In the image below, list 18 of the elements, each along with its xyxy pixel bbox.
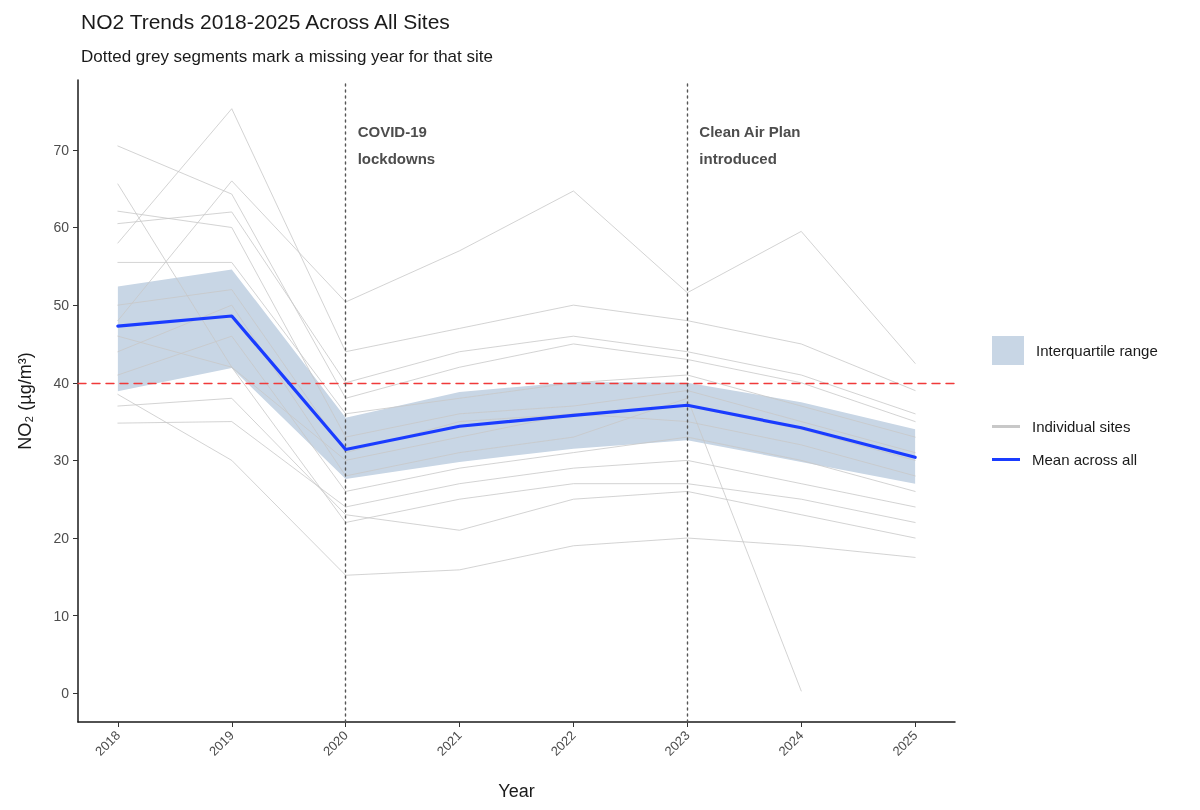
chart-subtitle: Dotted grey segments mark a missing year for that site bbox=[81, 47, 493, 66]
y-tick-label: 50 bbox=[53, 297, 70, 314]
legend-label: Individual sites bbox=[1032, 418, 1131, 435]
y-tick-label: 10 bbox=[53, 607, 70, 624]
y-axis-title: NO₂ (µg/m³) bbox=[15, 352, 35, 450]
y-tick-label: 60 bbox=[53, 219, 70, 236]
chart-title: NO2 Trends 2018-2025 Across All Sites bbox=[81, 10, 450, 33]
y-tick-label: 70 bbox=[53, 141, 70, 158]
legend-label: Mean across all bbox=[1032, 451, 1138, 468]
ref-line-label: Clean Air Plan introduced bbox=[699, 123, 801, 167]
ref-line-label: COVID-19 lockdowns bbox=[357, 123, 436, 167]
y-tick-label: 0 bbox=[61, 685, 70, 702]
y-tick-label: 20 bbox=[53, 530, 70, 547]
legend-label: Interquartile range bbox=[1036, 342, 1158, 359]
y-tick-label: 40 bbox=[53, 374, 70, 391]
x-axis-title: Year bbox=[498, 781, 535, 801]
line-series bbox=[116, 314, 917, 459]
y-tick-label: 30 bbox=[53, 452, 70, 469]
